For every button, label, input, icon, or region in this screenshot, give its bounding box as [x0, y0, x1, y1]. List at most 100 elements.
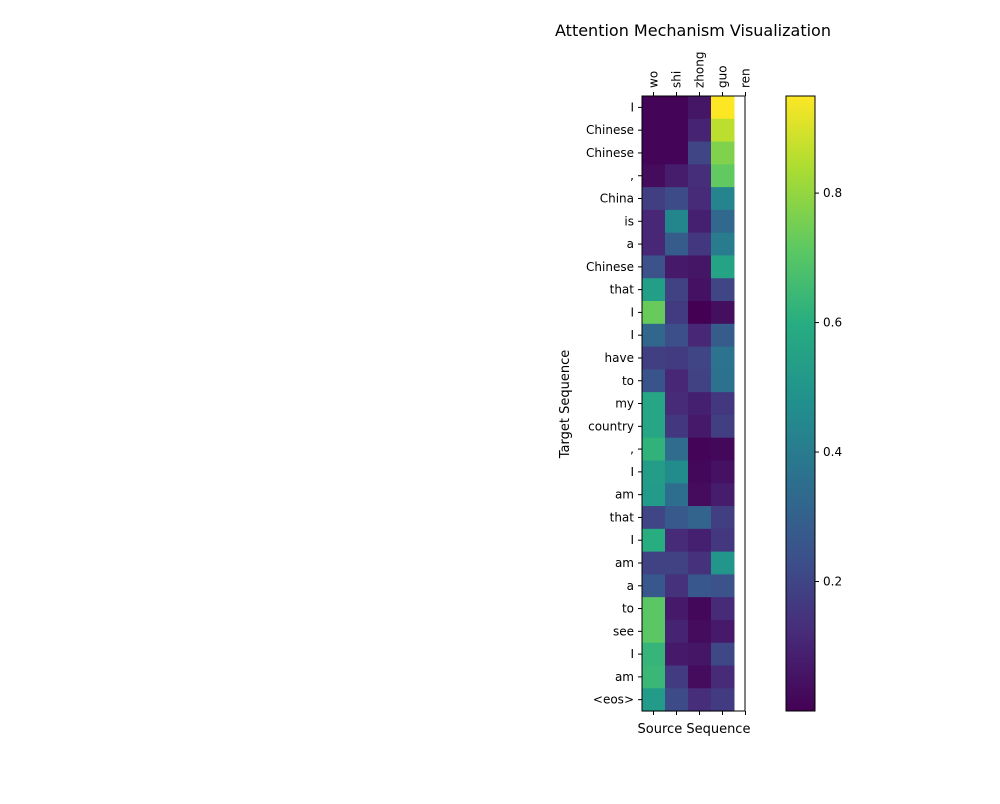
heatmap-cell [688, 483, 712, 507]
heatmap-cell [642, 118, 666, 143]
heatmap-cell [711, 551, 735, 575]
heatmap-cell [688, 323, 712, 348]
heatmap-cell [665, 414, 689, 439]
heatmap-cell [711, 118, 735, 143]
y-tick-label: Chinese [586, 146, 634, 160]
y-tick-label: is [624, 214, 634, 228]
heatmap-cell [665, 528, 689, 553]
heatmap-cell [665, 665, 689, 689]
heatmap-cell [665, 301, 689, 325]
heatmap-cell [688, 665, 712, 689]
heatmap-cell [642, 506, 666, 530]
heatmap-cell [711, 414, 735, 439]
y-axis-label: Target Sequence [558, 350, 573, 459]
x-axis-label: Source Sequence [638, 722, 751, 737]
y-tick-label: Chinese [586, 123, 634, 137]
y-tick-label: Chinese [586, 260, 634, 274]
y-tick-label: am [615, 670, 634, 684]
heatmap-cell [688, 278, 712, 302]
x-tick-label: zhong [693, 52, 707, 88]
heatmap-cell [688, 688, 712, 712]
y-tick-label: have [605, 351, 634, 365]
heatmap-cell [665, 551, 689, 575]
y-tick-label: , [630, 442, 634, 456]
heatmap-cell [711, 642, 735, 666]
heatmap-cell [688, 209, 712, 234]
heatmap-cell [665, 96, 689, 120]
heatmap-cell [665, 597, 689, 621]
heatmap-cell [711, 437, 735, 461]
heatmap-cell [711, 506, 735, 530]
y-tick-label: <eos> [593, 693, 634, 707]
y-tick-label: a [627, 579, 634, 593]
heatmap-cell [665, 392, 689, 416]
heatmap-cell [711, 141, 735, 165]
y-tick-label: am [615, 488, 634, 502]
heatmap-cell [711, 597, 735, 621]
heatmap-cell [642, 392, 666, 416]
heatmap-cell [711, 187, 735, 211]
heatmap-cell [711, 96, 735, 120]
heatmap-cell [711, 369, 735, 393]
colorbar [785, 95, 816, 712]
heatmap-cell [711, 665, 735, 689]
heatmap-cell [665, 688, 689, 712]
y-tick-label: I [630, 465, 634, 479]
x-axis-ticks: wo shi zhong guo ren [647, 52, 753, 715]
heatmap-cell [665, 437, 689, 461]
heatmap-cell [665, 369, 689, 393]
heatmap-cell [642, 619, 666, 644]
heatmap-cell [688, 164, 712, 188]
heatmap-cell [642, 323, 666, 348]
heatmap-cell [665, 209, 689, 234]
colorbar-tick-label: 0.4 [823, 445, 842, 459]
heatmap-cell [642, 528, 666, 553]
heatmap-cell [711, 574, 735, 598]
heatmap-cell [642, 278, 666, 302]
heatmap-cell [642, 187, 666, 211]
heatmap-cell [642, 597, 666, 621]
heatmap-cell [688, 437, 712, 461]
x-tick-label: shi [670, 71, 684, 88]
colorbar-tick-label: 0.8 [823, 186, 842, 200]
heatmap-cell [688, 551, 712, 575]
y-tick-label: to [622, 602, 634, 616]
x-tick-label: ren [739, 68, 753, 88]
heatmap-cell [642, 209, 666, 234]
chart-title: Attention Mechanism Visualization [555, 21, 831, 40]
x-tick-label: wo [647, 71, 661, 88]
heatmap-cell [688, 506, 712, 530]
heatmap-cell [642, 369, 666, 393]
heatmap-cell [688, 597, 712, 621]
heatmap-cell [642, 255, 666, 279]
heatmap-cell [711, 392, 735, 416]
y-tick-label: a [627, 237, 634, 251]
heatmap-cell [665, 141, 689, 165]
heatmap-cell [665, 642, 689, 666]
y-tick-label: , [630, 169, 634, 183]
heatmap-cell [711, 301, 735, 325]
heatmap-cell [642, 164, 666, 188]
y-tick-label: China [600, 192, 634, 206]
heatmap-cells [642, 96, 735, 712]
heatmap-cell [665, 187, 689, 211]
y-tick-label: I [630, 100, 634, 114]
y-tick-label: see [613, 624, 634, 638]
y-tick-label: country [588, 419, 634, 433]
heatmap-cell [642, 665, 666, 689]
heatmap-cell [711, 528, 735, 553]
heatmap-cell [642, 688, 666, 712]
y-axis-ticks: IChineseChinese,ChinaisaChinesethatIIhav… [586, 100, 642, 707]
heatmap-cell [688, 574, 712, 598]
heatmap-cell [642, 437, 666, 461]
y-tick-label: I [630, 305, 634, 319]
heatmap-cell [688, 346, 712, 370]
heatmap-cell [642, 141, 666, 165]
heatmap-cell [711, 255, 735, 279]
heatmap-cell [711, 209, 735, 234]
y-tick-label: I [630, 647, 634, 661]
heatmap-cell [642, 574, 666, 598]
heatmap-cell [665, 164, 689, 188]
